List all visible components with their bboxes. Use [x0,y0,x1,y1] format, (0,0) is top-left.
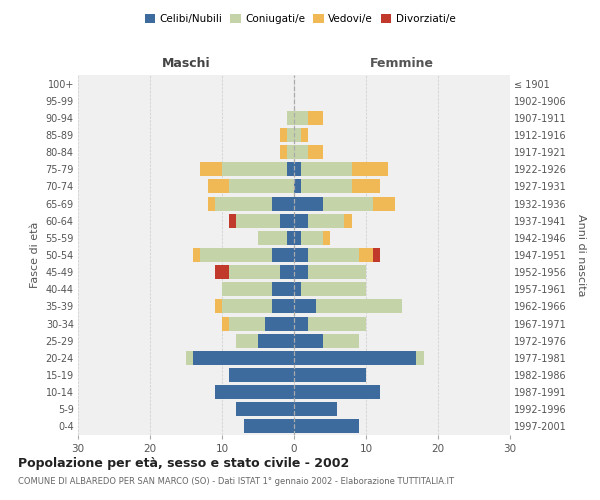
Bar [352,180,380,194]
Bar [308,111,323,125]
Bar [287,145,294,159]
Bar [308,145,323,159]
Bar [294,128,301,142]
Bar [294,334,323,347]
Bar [200,248,272,262]
Bar [193,351,294,365]
Bar [294,162,301,176]
Bar [316,300,402,314]
Bar [344,214,352,228]
Bar [323,231,330,245]
Bar [272,282,294,296]
Bar [308,265,366,279]
Text: Femmine: Femmine [370,57,434,70]
Bar [301,231,323,245]
Bar [258,231,287,245]
Bar [301,180,352,194]
Bar [294,145,308,159]
Bar [294,368,366,382]
Bar [287,162,294,176]
Bar [294,265,308,279]
Text: Popolazione per età, sesso e stato civile - 2002: Popolazione per età, sesso e stato civil… [18,458,349,470]
Bar [301,282,366,296]
Bar [308,248,359,262]
Bar [294,420,359,434]
Bar [294,248,308,262]
Bar [308,316,366,330]
Bar [280,145,287,159]
Bar [222,282,272,296]
Bar [215,265,229,279]
Bar [308,214,344,228]
Bar [229,316,265,330]
Bar [272,300,294,314]
Bar [294,180,301,194]
Legend: Celibi/Nubili, Coniugati/e, Vedovi/e, Divorziati/e: Celibi/Nubili, Coniugati/e, Vedovi/e, Di… [140,10,460,29]
Bar [229,214,236,228]
Bar [294,300,316,314]
Text: Maschi: Maschi [161,57,211,70]
Bar [352,162,388,176]
Bar [287,231,294,245]
Bar [208,196,215,210]
Bar [287,128,294,142]
Bar [236,214,280,228]
Bar [280,128,287,142]
Bar [200,162,222,176]
Bar [193,248,200,262]
Bar [236,402,294,416]
Bar [287,111,294,125]
Bar [229,368,294,382]
Y-axis label: Anni di nascita: Anni di nascita [577,214,586,296]
Bar [186,351,193,365]
Bar [258,334,294,347]
Bar [294,111,308,125]
Bar [244,420,294,434]
Bar [416,351,424,365]
Bar [280,214,294,228]
Bar [301,162,352,176]
Bar [373,196,395,210]
Bar [222,300,272,314]
Text: COMUNE DI ALBAREDO PER SAN MARCO (SO) - Dati ISTAT 1° gennaio 2002 - Elaborazion: COMUNE DI ALBAREDO PER SAN MARCO (SO) - … [18,478,454,486]
Bar [236,334,258,347]
Bar [229,265,280,279]
Bar [222,162,287,176]
Bar [294,351,416,365]
Bar [265,316,294,330]
Bar [215,300,222,314]
Bar [208,180,229,194]
Bar [373,248,380,262]
Bar [294,316,308,330]
Bar [323,334,359,347]
Bar [323,196,373,210]
Bar [359,248,373,262]
Bar [215,385,294,399]
Bar [294,214,308,228]
Bar [294,402,337,416]
Bar [215,196,272,210]
Bar [272,248,294,262]
Bar [222,316,229,330]
Y-axis label: Fasce di età: Fasce di età [30,222,40,288]
Bar [294,196,323,210]
Bar [301,128,308,142]
Bar [294,231,301,245]
Bar [294,385,380,399]
Bar [280,265,294,279]
Bar [294,282,301,296]
Bar [229,180,294,194]
Bar [272,196,294,210]
